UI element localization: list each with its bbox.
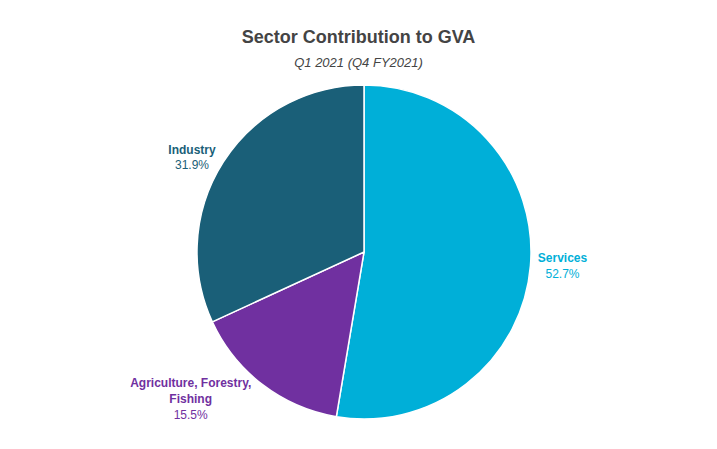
- svg-text:Services52.7%: Services52.7%: [538, 251, 588, 281]
- svg-text:Industry31.9%: Industry31.9%: [168, 143, 216, 173]
- svg-text:Sector Contribution to GVA: Sector Contribution to GVA: [242, 27, 476, 47]
- svg-text:Agriculture, Forestry,Fishing1: Agriculture, Forestry,Fishing15.5%: [130, 376, 251, 421]
- svg-text:Q1 2021 (Q4 FY2021): Q1 2021 (Q4 FY2021): [294, 55, 423, 70]
